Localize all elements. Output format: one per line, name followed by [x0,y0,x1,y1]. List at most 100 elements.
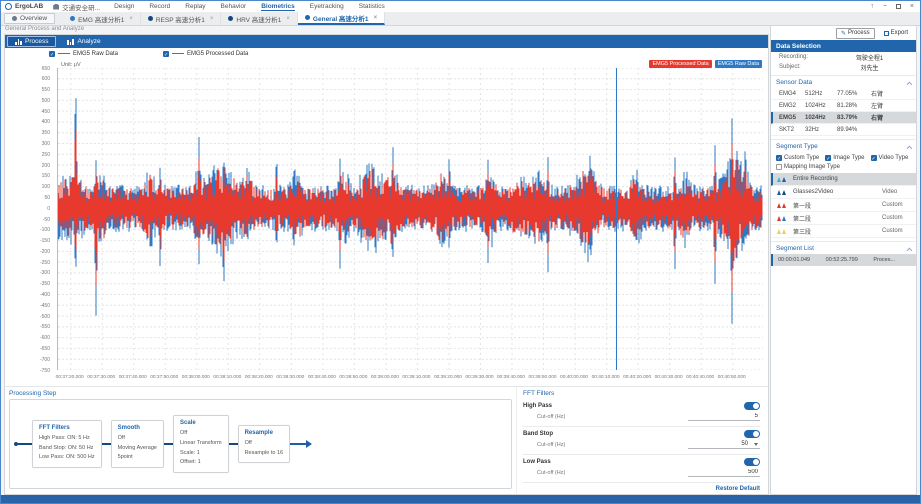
segment-type: Custom [882,215,916,221]
segment-name: Glasses2Video [793,189,882,195]
menu-item-behavior[interactable]: Behavior [221,3,247,10]
y-tick-label: -500 [40,314,50,320]
y-tick-label: 300 [42,141,50,147]
x-tick-label: 00:39:50.000 [529,375,557,380]
pin-icon[interactable]: ↑ [870,3,874,10]
sensor-row-emg2[interactable]: EMG21024Hz81.28%左臂 [771,100,916,112]
filter-checkbox[interactable]: ✓ [776,164,782,170]
document-tab-overview[interactable]: Overview [4,13,55,24]
filter-toggle[interactable] [744,458,760,466]
sensor-row-emg5[interactable]: EMG51024Hz83.79%右臂 [771,112,916,124]
segment-marker-icon [782,177,786,182]
segment-list-cell: 00:52:25.799 [821,257,869,263]
legend-line-swatch [172,53,184,54]
y-tick-label: -250 [40,260,50,266]
document-tab-4[interactable]: General 高速分析1× [298,12,385,25]
tab-analyze[interactable]: Analyze [60,36,107,47]
filter-toggle[interactable] [744,430,760,438]
tab-close-icon[interactable]: × [374,15,378,21]
menu-item-biometrics[interactable]: Biometrics [261,3,295,11]
tab-label: HRV 高速分析1 [236,14,281,24]
tab-process[interactable]: Process [7,36,56,47]
restore-default-link[interactable]: Restore Default [523,483,760,495]
filter-checkbox[interactable]: ✓ [825,155,831,161]
y-tick-label: 350 [42,130,50,136]
menu-item-replay[interactable]: Replay [185,3,205,10]
filter-label: Image Type [833,155,864,161]
time-cursor[interactable] [616,68,617,370]
tab-close-icon[interactable]: × [286,16,290,22]
filter-checkbox[interactable]: ✓ [871,155,877,161]
document-tab-3[interactable]: HRV 高速分析1 × [221,12,298,25]
menu-item-record[interactable]: Record [149,3,170,10]
sensor-row-skt2[interactable]: SKT232Hz89.94% [771,124,916,136]
process-button[interactable]: ✎ Process [836,28,875,39]
sensor-data-header[interactable]: Sensor Data [771,75,916,88]
cutoff-dropdown[interactable]: 50 [688,441,760,449]
segment-row[interactable]: 第一段Custom [771,199,916,212]
segment-filter-custom-type[interactable]: ✓Custom Type [776,155,819,161]
processing-flow: FFT FiltersHigh Pass: ON: 5 HzBand Stop:… [9,399,512,489]
processing-step-card-scale[interactable]: ScaleOffLinear TransformScale: 1Offset: … [173,415,229,474]
plot-area[interactable] [57,68,763,370]
filter-checkbox[interactable]: ✓ [776,155,782,161]
x-tick-label: 00:39:00.000 [371,375,399,380]
legend-label: EMG5 Raw Data [73,51,118,57]
y-tick-label: -200 [40,249,50,255]
x-tick-label: 00:37:40.000 [119,375,147,380]
tab-close-icon[interactable]: × [210,16,214,22]
y-tick-label: 250 [42,152,50,158]
step-card-line: Offset: 1 [180,458,222,468]
ergolab-logo-icon [5,3,12,10]
flow-connector [229,443,238,445]
cutoff-input[interactable] [688,469,760,477]
processing-step-card-smooth[interactable]: SmoothOffMoving Average5point [111,420,164,469]
menu-item-design[interactable]: Design [114,3,134,10]
subject-value: 刘先生 [823,63,916,72]
tab-close-icon[interactable]: × [129,16,133,22]
document-tab-1[interactable]: EMG 高速分析1× [63,12,141,25]
menu-item-eyetracking[interactable]: Eyetracking [310,3,344,10]
document-tab-2[interactable]: RESP 高速分析1× [141,12,222,25]
main-menu: Design Record Replay Behavior Biometrics Eyet… [114,3,400,10]
legend-checkbox[interactable]: ✓ [49,51,55,57]
segment-row[interactable]: Entire Recording [771,173,916,186]
segment-list-row[interactable]: 00:00:01.04900:52:25.799Proces... [771,254,916,266]
y-tick-label: 0 [47,206,50,212]
data-selection-sidebar: ✎ Process Export Data Selection Recordin… [770,25,917,495]
cutoff-label: Cut-off (Hz) [537,414,565,420]
segment-row[interactable]: 第二段Custom [771,212,916,225]
segment-name: 第二段 [793,214,882,223]
close-icon[interactable]: × [910,3,914,10]
segment-filter-mapping-image-type[interactable]: ✓Mapping Image Type [776,164,840,170]
data-selection-header: Data Selection [771,40,916,52]
processing-step-card-fft-filters[interactable]: FFT FiltersHigh Pass: ON: 5 HzBand Stop:… [32,420,102,469]
sensor-row-emg4[interactable]: EMG4512Hz77.05%右臂 [771,88,916,100]
segment-list-header[interactable]: Segment List [771,241,916,254]
recording-row: Recording: 驾驶全程1 [771,52,916,62]
segment-name: 第一段 [793,201,882,210]
segment-marker-icon [782,229,786,234]
processing-step-card-resample[interactable]: ResampleOffResample to 16 [238,425,291,464]
sensor-cell: 77.05% [837,91,871,97]
x-tick-label: 00:40:50.000 [718,375,746,380]
segment-row[interactable]: Glasses2VideoVideo [771,186,916,199]
segment-filter-video-type[interactable]: ✓Video Type [871,155,909,161]
step-card-line: Off [180,429,222,439]
y-tick-label: 150 [42,173,50,179]
cutoff-input[interactable] [688,413,760,421]
segment-filter-image-type[interactable]: ✓Image Type [825,155,864,161]
export-button[interactable]: Export [880,29,912,37]
segment-marker-icon [782,203,786,208]
segment-type-header[interactable]: Segment Type [771,139,916,152]
segment-row[interactable]: 第三段Custom [771,225,916,238]
fft-filter-groups: High PassCut-off (Hz)Band StopCut-off (H… [523,399,760,483]
minimize-icon[interactable]: − [883,3,887,10]
project-name[interactable]: 交通安全研... [62,2,100,12]
maximize-icon[interactable] [896,4,901,9]
menu-item-statistics[interactable]: Statistics [359,3,385,10]
legend-checkbox[interactable]: ✓ [163,51,169,57]
filter-toggle[interactable] [744,402,760,410]
y-axis-labels: -750-700-650-600-550-500-450-400-350-300… [5,68,54,370]
sensor-cell: SKT2 [779,127,805,133]
